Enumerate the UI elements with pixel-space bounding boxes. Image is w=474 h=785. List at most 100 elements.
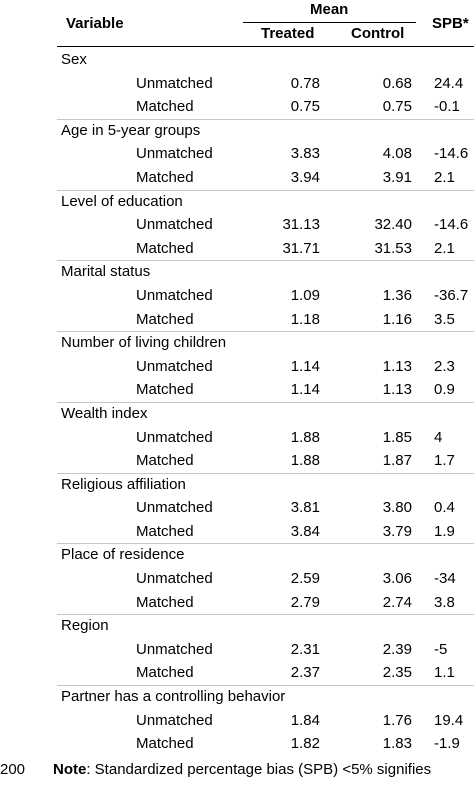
- group-divider: [57, 472, 474, 474]
- table-row: Matched 2.37 2.35 1.1: [0, 661, 474, 685]
- group-divider: [57, 118, 474, 120]
- footnote: Note: Standardized percentage bias (SPB)…: [53, 761, 431, 778]
- group-divider: [57, 401, 474, 403]
- variable-group: Religious affiliation Unmatched 3.81 3.80 0.…: [0, 472, 474, 544]
- variable-label: Age in 5-year groups: [61, 121, 201, 139]
- balance-table: Sex Unmatched 0.78 0.68 24.4 Matched 0.75 0.75 -…: [0, 48, 474, 756]
- control-value: 1.76: [382, 711, 412, 729]
- row-label: Unmatched: [136, 640, 213, 658]
- variable-group: Age in 5-year groups Unmatched 3.83 4.08 -14…: [0, 118, 474, 190]
- treated-value: 1.18: [290, 310, 320, 328]
- treated-value: 3.81: [290, 499, 320, 517]
- treated-value: 31.71: [282, 239, 320, 257]
- treated-value: 3.94: [290, 168, 320, 186]
- control-value: 1.85: [382, 428, 412, 446]
- variable-group: Place of residence Unmatched 2.59 3.06 -34 Ma…: [0, 543, 474, 614]
- table-row: Matched 0.75 0.75 -0.1: [0, 95, 474, 119]
- spb-value: 19.4: [434, 711, 464, 729]
- spb-value: 4: [434, 428, 443, 446]
- control-value: 1.13: [382, 381, 412, 399]
- variable-group: Partner has a controlling behavior Unmatc…: [0, 685, 474, 756]
- treated-value: 3.84: [290, 522, 320, 540]
- note-text: : Standardized percentage bias (SPB) <5%…: [86, 761, 432, 778]
- header-bottom-rule: [57, 46, 474, 47]
- control-value: 3.91: [382, 168, 412, 186]
- spb-value: 0.9: [434, 381, 455, 399]
- control-value: 1.36: [382, 286, 412, 304]
- spb-value: 1.9: [434, 522, 455, 540]
- table-row: Unmatched 0.78 0.68 24.4: [0, 72, 474, 96]
- treated-value: 1.09: [290, 286, 320, 304]
- row-label: Matched: [136, 452, 194, 470]
- spb-value: -34: [434, 570, 456, 588]
- table-row: Matched 31.71 31.53 2.1: [0, 237, 474, 261]
- row-label: Matched: [136, 735, 194, 753]
- note-label: Note: [53, 761, 87, 778]
- variable-group: Sex Unmatched 0.78 0.68 24.4 Matched 0.75 0.75 -…: [0, 48, 474, 119]
- table-row: Unmatched 2.31 2.39 -5: [0, 638, 474, 662]
- table-row: Matched 1.88 1.87 1.7: [0, 449, 474, 473]
- variable-label: Religious affiliation: [61, 475, 186, 493]
- treated-value: 2.37: [290, 664, 320, 682]
- row-label: Unmatched: [136, 570, 213, 588]
- variable-group: Wealth index Unmatched 1.88 1.85 4 Matched 1.8…: [0, 401, 474, 473]
- control-value: 1.16: [382, 310, 412, 328]
- group-divider: [57, 614, 474, 616]
- page-number: 200: [0, 761, 26, 778]
- group-divider: [57, 189, 474, 191]
- table-row: Matched 1.82 1.83 -1.9: [0, 732, 474, 756]
- header-mean: Mean: [310, 1, 349, 18]
- row-label: Matched: [136, 310, 194, 328]
- spb-value: -14.6: [434, 145, 469, 163]
- spb-value: -14.6: [434, 216, 469, 234]
- group-divider: [57, 260, 474, 262]
- control-value: 3.79: [382, 522, 412, 540]
- table-row: Unmatched 1.88 1.85 4: [0, 426, 474, 450]
- row-label: Matched: [136, 168, 194, 186]
- control-value: 32.40: [374, 216, 412, 234]
- table-row: Unmatched 2.59 3.06 -34: [0, 567, 474, 591]
- spb-value: 1.7: [434, 452, 455, 470]
- variable-group: Region Unmatched 2.31 2.39 -5 Matched 2.37 2.35…: [0, 614, 474, 685]
- table-row: Unmatched 1.84 1.76 19.4: [0, 709, 474, 733]
- table-row: Matched 2.79 2.74 3.8: [0, 591, 474, 615]
- row-label: Unmatched: [136, 216, 213, 234]
- control-value: 3.06: [382, 570, 412, 588]
- treated-value: 0.78: [290, 74, 320, 92]
- mean-underline: [243, 22, 416, 23]
- control-value: 4.08: [382, 145, 412, 163]
- control-value: 31.53: [374, 239, 412, 257]
- spb-value: 1.1: [434, 664, 455, 682]
- row-label: Matched: [136, 98, 194, 116]
- variable-label: Wealth index: [61, 404, 148, 422]
- spb-value: 3.5: [434, 310, 455, 328]
- table-row: Unmatched 3.81 3.80 0.4: [0, 496, 474, 520]
- spb-value: 3.8: [434, 593, 455, 611]
- spb-value: 0.4: [434, 499, 455, 517]
- row-label: Unmatched: [136, 499, 213, 517]
- group-divider: [57, 685, 474, 687]
- row-label: Matched: [136, 522, 194, 540]
- spb-value: -36.7: [434, 286, 469, 304]
- header-control: Control: [351, 25, 405, 42]
- table-row: Unmatched 3.83 4.08 -14.6: [0, 142, 474, 166]
- header-variable: Variable: [66, 15, 124, 32]
- variable-label: Place of residence: [61, 546, 185, 564]
- control-value: 3.80: [382, 499, 412, 517]
- table-row: Matched 1.18 1.16 3.5: [0, 308, 474, 332]
- row-label: Matched: [136, 664, 194, 682]
- variable-group: Marital status Unmatched 1.09 1.36 -36.7 Matc…: [0, 260, 474, 331]
- treated-value: 31.13: [282, 216, 320, 234]
- control-value: 2.74: [382, 593, 412, 611]
- row-label: Unmatched: [136, 286, 213, 304]
- control-value: 1.13: [382, 357, 412, 375]
- treated-value: 0.75: [290, 98, 320, 116]
- control-value: 1.87: [382, 452, 412, 470]
- variable-label: Number of living children: [61, 334, 227, 352]
- row-label: Unmatched: [136, 428, 213, 446]
- table-row: Matched 3.84 3.79 1.9: [0, 520, 474, 544]
- control-value: 0.68: [382, 74, 412, 92]
- variable-group: Number of living children Unmatched 1.14 1.…: [0, 331, 474, 402]
- spb-value: -1.9: [434, 735, 460, 753]
- treated-value: 1.14: [290, 357, 320, 375]
